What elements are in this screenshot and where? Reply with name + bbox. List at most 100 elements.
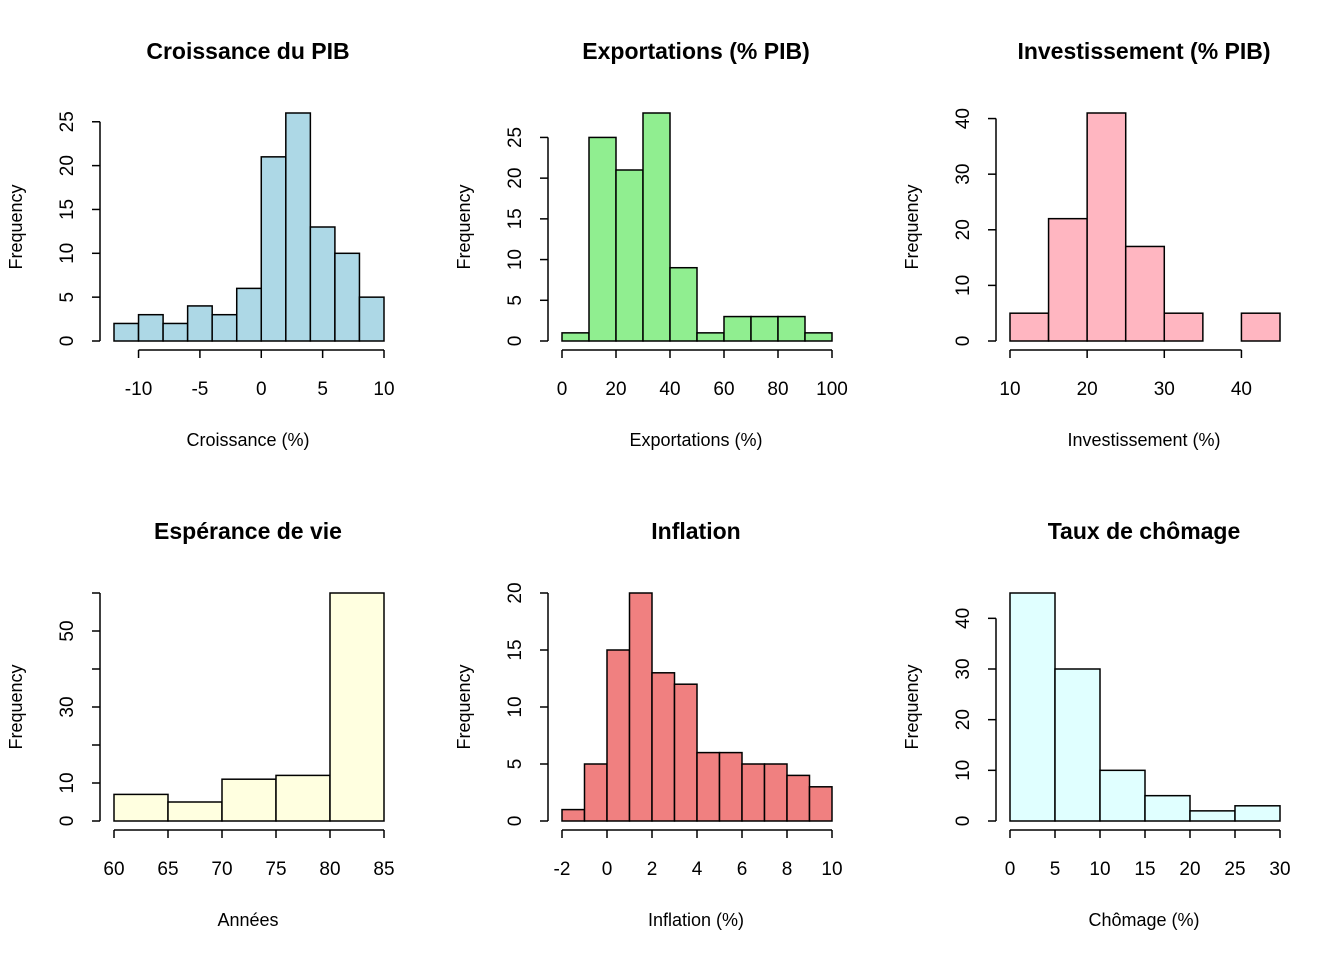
y-tick-label: 0 [953, 816, 974, 827]
y-tick-label: 0 [57, 816, 78, 827]
x-tick-label: 80 [319, 859, 340, 880]
x-tick-label: 10 [1089, 859, 1110, 880]
x-tick-label: 40 [659, 379, 680, 400]
histogram-bar [1009, 592, 1056, 822]
x-tick-label: 60 [713, 379, 734, 400]
x-tick-label: -5 [191, 379, 208, 400]
histogram-bar [786, 774, 811, 822]
y-tick-label: 10 [57, 243, 78, 264]
x-tick-label: 5 [1050, 859, 1061, 880]
histogram-bar [1234, 805, 1281, 822]
histogram-bar [1163, 312, 1204, 342]
x-tick-label: 4 [692, 859, 703, 880]
y-tick-label: 10 [505, 696, 526, 717]
y-axis-label: Frequency [902, 664, 922, 749]
x-tick-label: 30 [1154, 379, 1175, 400]
x-tick-label: 100 [816, 379, 848, 400]
x-tick-label: 75 [265, 859, 286, 880]
x-tick-label: 15 [1134, 859, 1155, 880]
y-tick-label: 20 [57, 155, 78, 176]
histogram-bar [808, 786, 833, 822]
chart-title: Croissance du PIB [146, 38, 349, 64]
histogram-bar [309, 226, 336, 342]
x-tick-label: 25 [1224, 859, 1245, 880]
y-tick-label: 50 [57, 620, 78, 641]
histogram-bar [235, 287, 263, 342]
y-tick-label: 40 [953, 608, 974, 629]
histogram-bar [329, 592, 385, 822]
histogram-bar [186, 305, 213, 342]
histogram-bar [615, 169, 644, 342]
x-tick-label: -10 [125, 379, 152, 400]
y-axis-label: Frequency [6, 664, 26, 749]
histogram-bar [804, 332, 833, 342]
y-tick-label: 0 [505, 336, 526, 347]
histogram-bar [606, 649, 631, 822]
y-tick-label: 5 [505, 295, 526, 306]
y-tick-label: 10 [953, 760, 974, 781]
histogram-bar [113, 322, 140, 342]
y-tick-label: 5 [57, 292, 78, 303]
histogram-bar [113, 793, 169, 822]
x-tick-label: 2 [647, 859, 658, 880]
y-tick-label: 5 [505, 759, 526, 770]
histogram-bar [583, 763, 608, 822]
x-axis-label: Exportations (%) [629, 430, 762, 450]
histogram-bar [1086, 112, 1127, 342]
histogram-bar [162, 322, 189, 342]
x-tick-label: 8 [782, 859, 793, 880]
histogram-bar [642, 112, 671, 342]
histogram-bar [137, 313, 164, 342]
y-tick-label: 10 [505, 249, 526, 270]
histogram-bar [588, 136, 617, 342]
x-tick-label: 5 [317, 379, 328, 400]
y-tick-label: 40 [953, 108, 974, 129]
histogram-bar [1054, 668, 1101, 822]
histogram-bar [1099, 769, 1146, 822]
x-axis-label: Investissement (%) [1067, 430, 1220, 450]
histogram-bar [221, 778, 277, 822]
x-tick-label: 30 [1269, 859, 1290, 880]
histogram-bar [651, 672, 676, 822]
y-axis-label: Frequency [6, 184, 26, 269]
x-axis-label: Croissance (%) [186, 430, 309, 450]
y-tick-label: 0 [505, 816, 526, 827]
y-tick-label: 30 [953, 164, 974, 185]
y-tick-label: 20 [505, 582, 526, 603]
x-tick-label: 70 [211, 859, 232, 880]
y-tick-label: 10 [953, 275, 974, 296]
histogram-bar [275, 774, 331, 822]
histogram-bar [1009, 312, 1050, 342]
chart-title: Inflation [651, 518, 740, 544]
histogram-bar [1047, 217, 1088, 342]
histogram-bar [718, 751, 743, 822]
x-axis-label: Chômage (%) [1088, 910, 1199, 930]
histogram-bar [167, 801, 223, 822]
x-tick-label: 6 [737, 859, 748, 880]
histogram-bar [696, 751, 721, 822]
histogram-bar [211, 313, 238, 342]
histogram-bar [696, 332, 725, 342]
histogram-bar [260, 156, 287, 342]
chart-title: Espérance de vie [154, 518, 342, 544]
histogram-bar [669, 266, 698, 342]
chart-title: Exportations (% PIB) [582, 38, 809, 64]
x-tick-label: -2 [554, 859, 571, 880]
y-axis-label: Frequency [454, 664, 474, 749]
y-tick-label: 0 [57, 336, 78, 347]
y-tick-label: 25 [57, 111, 78, 132]
x-tick-label: 10 [821, 859, 842, 880]
x-tick-label: 80 [767, 379, 788, 400]
x-tick-label: 65 [157, 859, 178, 880]
x-tick-label: 0 [557, 379, 568, 400]
chart-title: Investissement (% PIB) [1017, 38, 1270, 64]
y-tick-label: 20 [953, 219, 974, 240]
x-axis-label: Inflation (%) [648, 910, 744, 930]
x-tick-label: 40 [1231, 379, 1252, 400]
y-axis-label: Frequency [902, 184, 922, 269]
y-tick-label: 30 [953, 658, 974, 679]
x-tick-label: 20 [605, 379, 626, 400]
x-tick-label: 60 [103, 859, 124, 880]
